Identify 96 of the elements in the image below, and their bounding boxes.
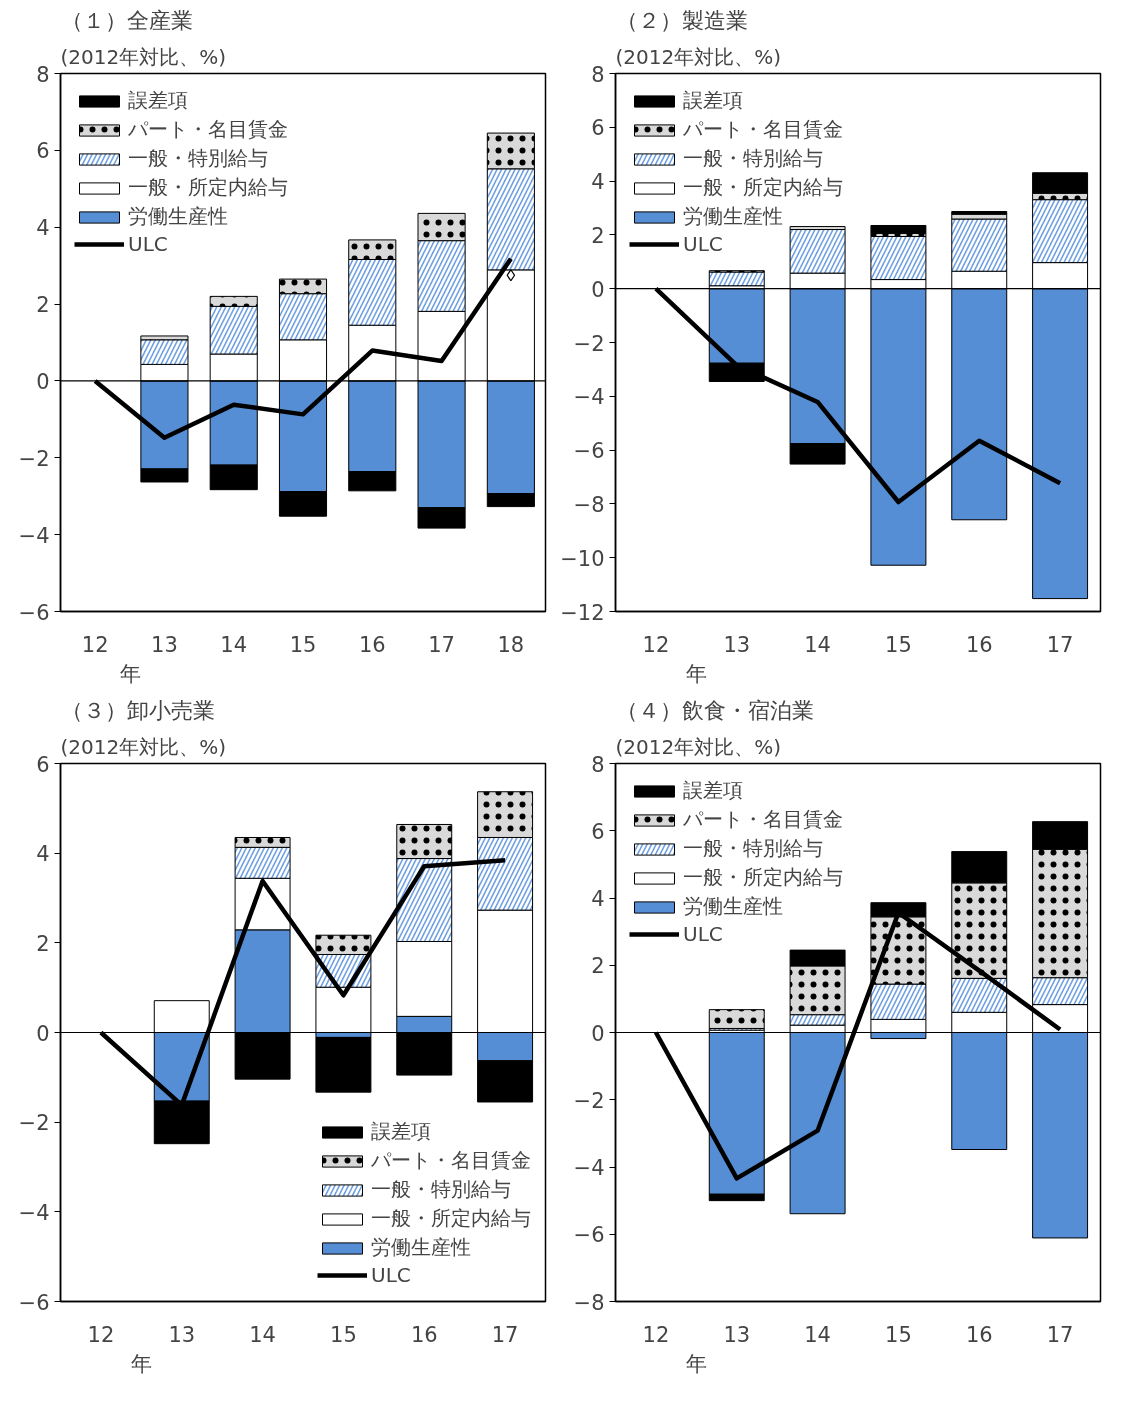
legend-label: 労働生産性	[128, 203, 228, 230]
legend-label: 労働生産性	[683, 203, 783, 230]
y-tick-label: 4	[36, 216, 50, 241]
legend-label: 一般・所定内給与	[683, 864, 843, 891]
y-tick-label: 4	[591, 170, 605, 195]
x-tick-label: 14	[804, 1322, 831, 1347]
x-axis-title: 年	[119, 661, 141, 686]
y-tick-label: 6	[591, 116, 605, 141]
chart-title: （２）製造業	[615, 7, 748, 33]
legend-label: パート・名目賃金	[683, 116, 843, 143]
chart-subtitle: (2012年対比、%)	[60, 44, 227, 69]
y-tick-label: −2	[573, 1088, 605, 1113]
chart-subtitle: (2012年対比、%)	[615, 734, 782, 759]
x-tick-label: 14	[249, 1322, 276, 1347]
legend-label: 一般・所定内給与	[371, 1205, 531, 1232]
y-tick-label: 2	[591, 223, 605, 248]
x-tick-label: 15	[289, 632, 317, 657]
legend-label: ULC	[371, 1263, 411, 1287]
y-tick-label: 6	[36, 139, 50, 164]
x-tick-label: 17	[1046, 1322, 1074, 1347]
y-tick-label: 2	[591, 954, 605, 979]
x-axis-title: 年	[131, 1351, 153, 1376]
y-tick-label: −6	[18, 1290, 50, 1315]
y-tick-label: −2	[573, 331, 605, 356]
legend-label: 誤差項	[371, 1118, 431, 1145]
y-tick-label: −2	[18, 1111, 50, 1136]
x-tick-label: 15	[885, 1322, 912, 1347]
y-tick-label: 8	[591, 62, 605, 87]
legend-label: パート・名目賃金	[683, 806, 843, 833]
legend-label: 一般・所定内給与	[683, 174, 843, 201]
legend-label: パート・名目賃金	[371, 1147, 531, 1174]
y-tick-label: −12	[560, 600, 605, 625]
x-tick-label: 17	[491, 1322, 519, 1347]
legend-label: 一般・特別給与	[683, 835, 823, 862]
x-tick-label: 17	[1046, 632, 1074, 657]
x-tick-label: 14	[804, 632, 831, 657]
x-tick-label: 16	[358, 632, 386, 657]
chart-subtitle: (2012年対比、%)	[60, 734, 227, 759]
y-tick-label: −4	[573, 385, 605, 410]
legend-label: ULC	[683, 232, 723, 256]
legend-label: ULC	[128, 232, 168, 256]
legend-label: 誤差項	[683, 87, 743, 114]
y-tick-label: −6	[18, 600, 50, 625]
y-tick-label: 8	[591, 752, 605, 777]
x-tick-label: 12	[642, 1322, 670, 1347]
x-tick-label: 16	[410, 1322, 438, 1347]
legend-label: 一般・特別給与	[371, 1176, 511, 1203]
x-tick-label: 12	[81, 632, 109, 657]
legend-label: 一般・特別給与	[683, 145, 823, 172]
y-tick-label: 8	[36, 62, 50, 87]
y-tick-label: −4	[18, 523, 50, 548]
y-tick-label: 2	[36, 931, 50, 956]
x-tick-label: 12	[87, 1322, 115, 1347]
y-tick-label: 0	[591, 1021, 605, 1046]
legend-label: 労働生産性	[371, 1234, 471, 1261]
legend-label: パート・名目賃金	[128, 116, 288, 143]
legend-label: ULC	[683, 922, 723, 946]
y-tick-label: −6	[573, 439, 605, 464]
chart-title: （４）飲食・宿泊業	[615, 697, 814, 723]
x-tick-label: 14	[220, 632, 248, 657]
chart-title: （１）全産業	[60, 7, 193, 33]
y-tick-label: 4	[591, 887, 605, 911]
legend-label: 一般・所定内給与	[128, 174, 288, 201]
y-tick-label: 0	[36, 1021, 50, 1046]
y-tick-label: 0	[36, 369, 50, 394]
x-tick-label: 13	[723, 632, 751, 657]
y-tick-label: −4	[573, 1156, 605, 1180]
legend-label: 労働生産性	[683, 893, 783, 920]
x-axis-title: 年	[686, 1351, 708, 1376]
y-tick-label: −6	[573, 1223, 605, 1248]
x-tick-label: 16	[965, 632, 993, 657]
y-tick-label: 2	[36, 293, 50, 318]
x-tick-label: 13	[151, 632, 178, 657]
y-tick-label: −10	[560, 546, 605, 571]
legend-label: 一般・特別給与	[128, 145, 268, 172]
legend-label: 誤差項	[683, 777, 743, 804]
x-tick-label: 18	[497, 632, 525, 657]
x-tick-label: 12	[642, 632, 670, 657]
y-tick-label: 4	[36, 842, 50, 867]
x-tick-label: 15	[330, 1322, 357, 1347]
x-tick-label: 13	[168, 1322, 196, 1347]
chart-subtitle: (2012年対比、%)	[615, 44, 782, 69]
y-tick-label: −2	[18, 446, 50, 471]
x-tick-label: 13	[723, 1322, 751, 1347]
x-tick-label: 15	[885, 632, 912, 657]
x-axis-title: 年	[686, 661, 708, 686]
chart-title: （３）卸小売業	[60, 697, 215, 723]
legend-label: 誤差項	[128, 87, 188, 114]
x-tick-label: 17	[428, 632, 455, 657]
y-tick-label: 0	[591, 277, 605, 302]
x-tick-label: 16	[965, 1322, 993, 1347]
y-tick-label: −8	[573, 492, 605, 517]
y-tick-label: −4	[18, 1200, 50, 1225]
y-tick-label: 6	[36, 752, 50, 777]
y-tick-label: −8	[573, 1290, 605, 1315]
y-tick-label: 6	[591, 819, 605, 844]
